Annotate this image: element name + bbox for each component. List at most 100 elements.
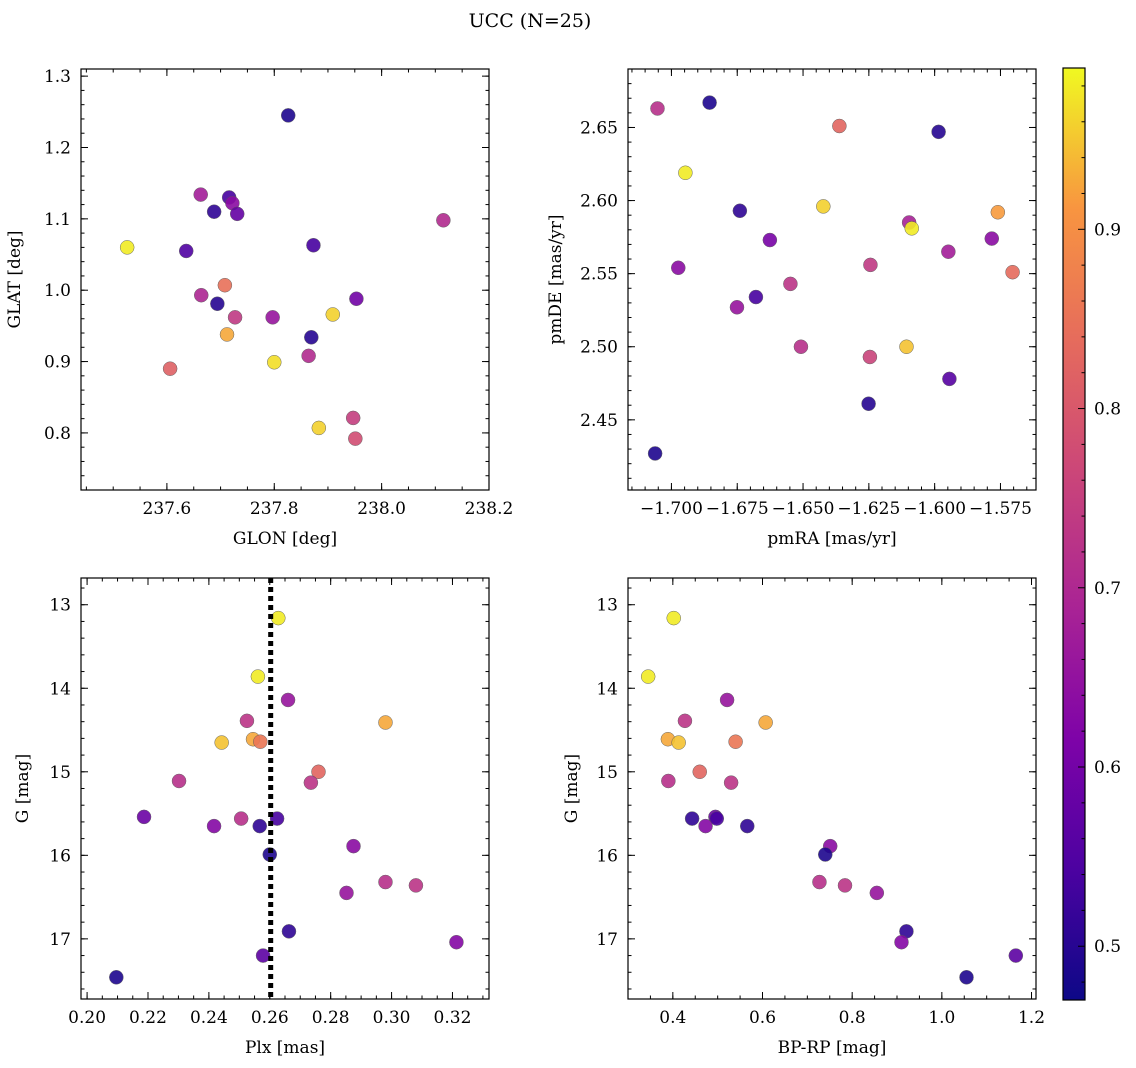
data-point — [640, 669, 656, 684]
data-point — [732, 203, 748, 219]
data-point — [678, 165, 693, 181]
x-tick-label: −1.675 — [706, 499, 769, 519]
data-point — [941, 244, 956, 259]
x-tick-label: 0.28 — [312, 1008, 350, 1028]
data-point — [832, 118, 847, 134]
data-point — [899, 339, 914, 354]
data-point — [119, 240, 135, 255]
panel-plx-g: 0.20 0.22 0.24 0.26 0.28 0.30 0.32 13 14 15 16 17 Pl… — [13, 577, 490, 1058]
data-point — [214, 735, 229, 750]
data-point — [267, 355, 282, 370]
data-point — [109, 970, 124, 985]
data-point — [255, 948, 271, 963]
data-point — [959, 970, 974, 985]
data-point — [206, 818, 222, 834]
data-point — [894, 934, 909, 950]
data-point — [280, 692, 296, 708]
y-tick-label: 2.55 — [580, 265, 618, 285]
data-point — [436, 213, 451, 228]
x-tick-label: 1.0 — [928, 1008, 955, 1028]
colorbar-tick-label: 0.9 — [1094, 220, 1121, 240]
data-point — [271, 610, 286, 626]
data-point — [378, 874, 393, 890]
x-tick-label: 1.2 — [1018, 1008, 1045, 1028]
data-point — [162, 361, 178, 376]
x-tick-label: 0.30 — [373, 1008, 411, 1028]
colorbar-gradient — [1062, 67, 1086, 1001]
data-point — [210, 296, 225, 312]
data-point — [647, 446, 663, 461]
y-tick-label: 1.1 — [44, 210, 71, 230]
data-point — [702, 95, 717, 110]
panel-bprp-g: 0.4 0.6 0.8 1.0 1.2 13 14 15 16 17 BP-RP [mag] G [m… — [562, 577, 1045, 1058]
x-tick-label: 0.24 — [190, 1008, 228, 1028]
data-point — [304, 330, 319, 345]
data-point — [171, 773, 187, 789]
data-point — [837, 878, 853, 893]
y-axis-label: GLAT [deg] — [5, 230, 25, 328]
y-axis-label: G [mag] — [562, 754, 582, 823]
x-tick-label: 0.20 — [68, 1008, 106, 1028]
x-tick-label: −1.700 — [640, 499, 703, 519]
x-axis-label: pmRA [mas/yr] — [767, 529, 896, 549]
data-point — [250, 669, 266, 684]
colorbar-tick-label: 0.5 — [1094, 937, 1121, 957]
y-tick-label: 2.60 — [580, 192, 618, 212]
data-point — [650, 101, 665, 116]
colorbar-tick-label: 0.8 — [1094, 400, 1121, 420]
panel-glon-glat: 237.6 237.8 238.0 238.2 0.8 0.9 1.0 1.1 1.2 1.3 GL… — [5, 67, 513, 549]
y-tick-label: 1.3 — [44, 67, 71, 87]
plot-frame — [627, 577, 1037, 1000]
data-point — [193, 187, 208, 202]
y-tick-label: 2.50 — [580, 338, 618, 358]
y-tick-label: 17 — [49, 930, 71, 950]
data-point — [306, 237, 321, 253]
data-point — [178, 243, 194, 259]
plot-frame — [80, 68, 490, 491]
data-point — [233, 811, 249, 826]
data-point — [252, 818, 267, 834]
y-axis-label: G [mag] — [13, 754, 33, 823]
colorbar: 0.5 0.6 0.7 0.8 0.9 — [1062, 67, 1121, 1001]
y-tick-label: 2.45 — [580, 411, 618, 431]
x-axis-label: GLON [deg] — [233, 529, 337, 549]
data-point — [281, 924, 297, 939]
y-tick-label: 0.9 — [44, 353, 71, 373]
data-point — [449, 934, 464, 950]
data-point — [762, 232, 778, 248]
data-point — [301, 348, 316, 364]
data-point — [990, 205, 1006, 220]
data-point — [269, 811, 285, 826]
data-point — [408, 878, 424, 893]
data-point — [378, 715, 393, 730]
data-point — [671, 260, 686, 276]
data-point — [239, 713, 255, 729]
data-point — [758, 715, 773, 730]
y-tick-label: 16 — [49, 846, 71, 866]
x-tick-label: 238.2 — [465, 499, 514, 519]
data-point — [206, 204, 222, 219]
data-point — [816, 199, 831, 214]
data-point — [692, 764, 707, 780]
y-axis-label: pmDE [mas/yr] — [546, 214, 566, 344]
data-point — [861, 396, 876, 412]
data-point — [783, 276, 798, 292]
y-tick-label: 15 — [49, 763, 71, 783]
x-tick-label: −1.625 — [837, 499, 900, 519]
data-point — [339, 885, 354, 901]
data-point — [862, 349, 878, 365]
x-tick-label: 0.32 — [434, 1008, 472, 1028]
data-point — [677, 713, 693, 729]
data-point — [253, 734, 268, 749]
data-point — [219, 327, 235, 342]
data-point — [1008, 948, 1024, 963]
panel-pmra-pmde: −1.700 −1.675 −1.650 −1.625 −1.600 −1.575 2.45… — [546, 68, 1037, 549]
data-point — [303, 775, 319, 790]
data-point — [719, 692, 735, 708]
data-point — [728, 734, 743, 749]
data-point — [666, 610, 681, 626]
data-point — [280, 108, 296, 123]
y-tick-label: 13 — [49, 596, 71, 616]
x-axis-label: BP-RP [mag] — [778, 1038, 887, 1058]
data-point — [904, 221, 920, 236]
